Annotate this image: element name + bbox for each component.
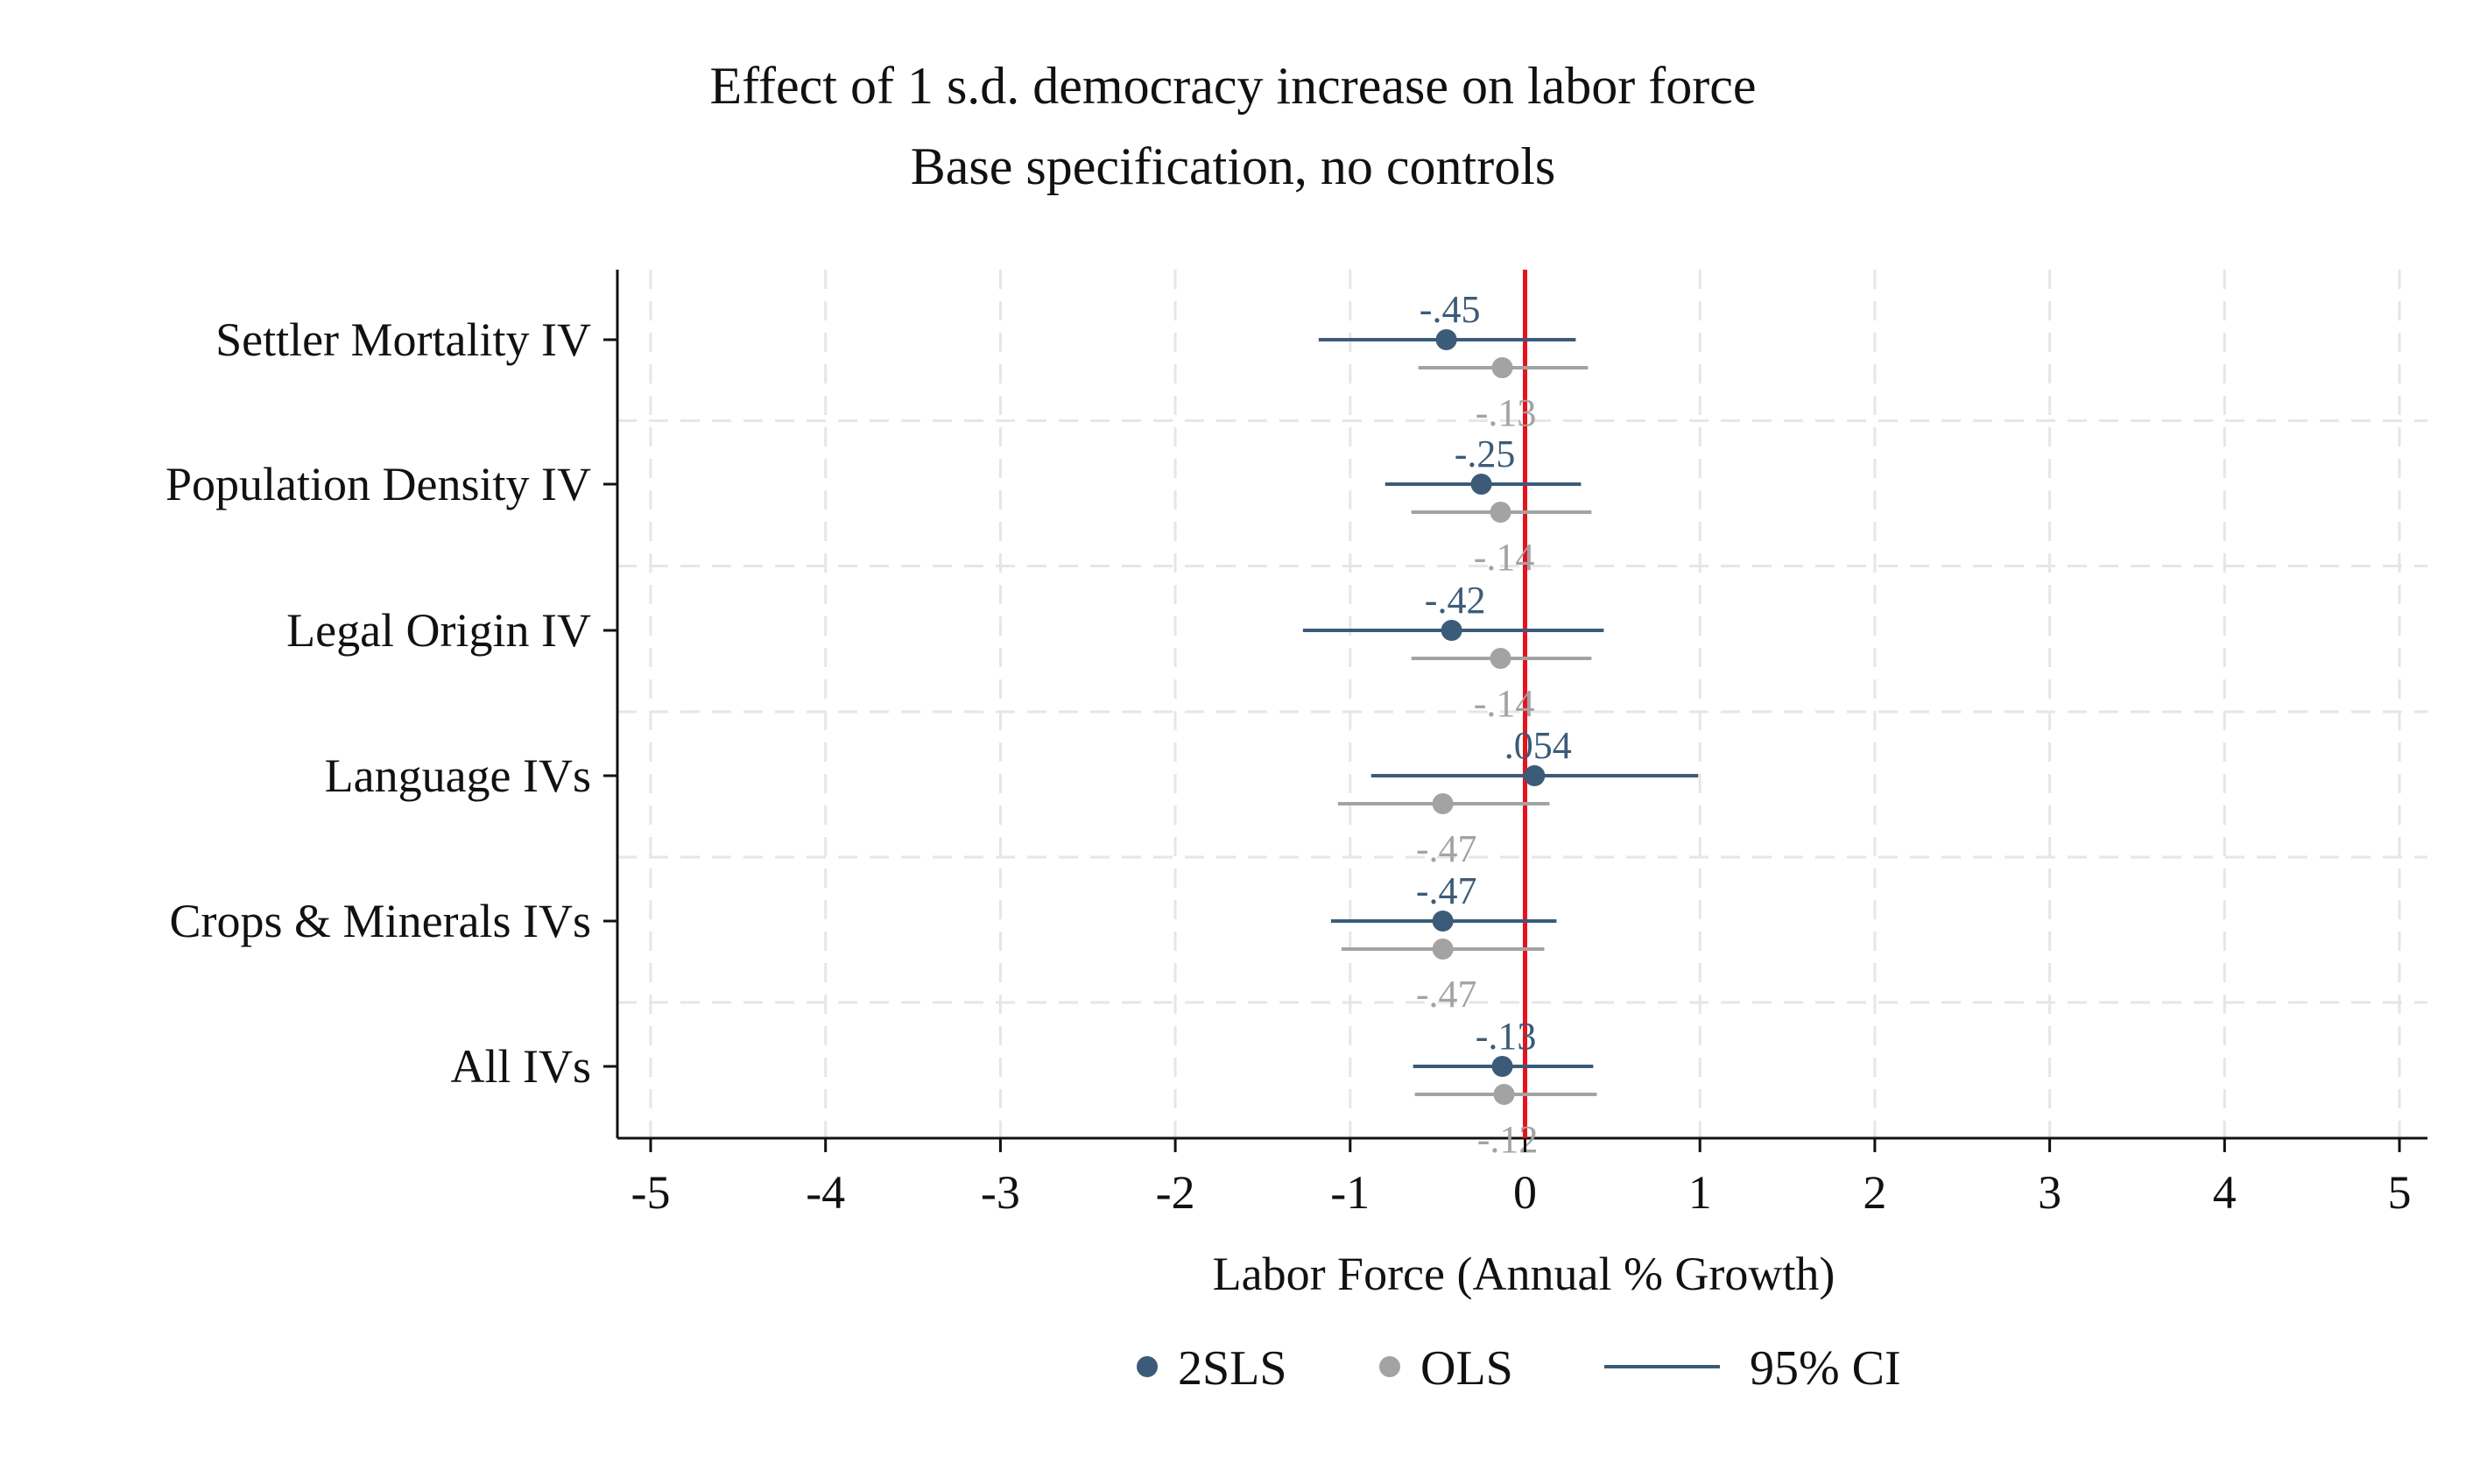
- 2sls-value-label: -.47: [1416, 869, 1477, 912]
- axes: [616, 270, 2427, 1140]
- legend-label: 95% CI: [1750, 1341, 1901, 1396]
- 2sls-value-label: -.25: [1455, 433, 1516, 475]
- 2sls-value-label: -.42: [1425, 579, 1486, 622]
- 2sls-value-label: -.45: [1420, 288, 1481, 331]
- category-label: Language IVs: [325, 749, 591, 802]
- x-tick-label: -5: [631, 1166, 671, 1219]
- x-tick-label: 5: [2388, 1166, 2412, 1219]
- x-tick-label: 3: [2038, 1166, 2061, 1219]
- 2sls-point: [1524, 765, 1546, 786]
- ols-point: [1432, 793, 1454, 814]
- 2sls-value-label: -.13: [1476, 1015, 1537, 1058]
- category-label: Legal Origin IV: [286, 604, 591, 657]
- x-tick-label: 2: [1863, 1166, 1886, 1219]
- ols-value-label: -.47: [1416, 973, 1477, 1016]
- ols-point: [1491, 357, 1513, 378]
- gridlines: [617, 270, 2427, 1138]
- chart-title: Effect of 1 s.d. democracy increase on l…: [710, 57, 1757, 115]
- chart-subtitle: Base specification, no controls: [911, 137, 1555, 195]
- x-tick-label: -2: [1156, 1166, 1195, 1219]
- category-label: All IVs: [451, 1040, 592, 1093]
- 2sls-point: [1432, 911, 1454, 932]
- category-label: Settler Mortality IV: [215, 313, 591, 366]
- 2sls-point: [1441, 620, 1462, 641]
- legend-2sls-marker: [1137, 1356, 1158, 1377]
- category-labels: Settler Mortality IV Population Density I…: [166, 313, 617, 1093]
- ols-value-label: -.14: [1474, 536, 1535, 579]
- x-tick-label: 1: [1688, 1166, 1712, 1219]
- ols-value-label: -.47: [1416, 827, 1477, 870]
- ols-value-label: -.14: [1474, 682, 1535, 725]
- ols-value-label: -.13: [1476, 391, 1537, 434]
- x-axis-ticks: -5 -4 -3 -2 -1 0 1 2 3 4 5: [631, 1138, 2412, 1219]
- category-label: Crops & Minerals IVs: [170, 895, 591, 947]
- x-tick-label: 4: [2213, 1166, 2237, 1219]
- 2sls-value-label: .054: [1504, 724, 1572, 767]
- category-label: Population Density IV: [166, 458, 591, 510]
- ols-point: [1490, 648, 1511, 669]
- 2sls-point: [1470, 474, 1492, 495]
- ols-point: [1490, 502, 1511, 523]
- x-tick-label: -1: [1330, 1166, 1370, 1219]
- legend-label: OLS: [1420, 1341, 1513, 1396]
- ols-value-label: -.12: [1477, 1118, 1539, 1161]
- legend-ols-marker: [1379, 1356, 1400, 1377]
- ols-point: [1493, 1084, 1515, 1105]
- x-tick-label: -3: [981, 1166, 1020, 1219]
- x-tick-label: 0: [1513, 1166, 1537, 1219]
- x-tick-label: -4: [806, 1166, 845, 1219]
- 2sls-point: [1435, 329, 1457, 350]
- legend-label: 2SLS: [1178, 1341, 1287, 1396]
- ols-point: [1432, 939, 1454, 960]
- x-axis-title: Labor Force (Annual % Growth): [1213, 1248, 1835, 1300]
- 2sls-point: [1491, 1056, 1513, 1077]
- data-marks: -.45-.25-.42.054-.47-.13-.13-.14-.14-.47…: [1302, 288, 1699, 1161]
- legend: 2SLS OLS 95% CI: [1137, 1341, 1901, 1396]
